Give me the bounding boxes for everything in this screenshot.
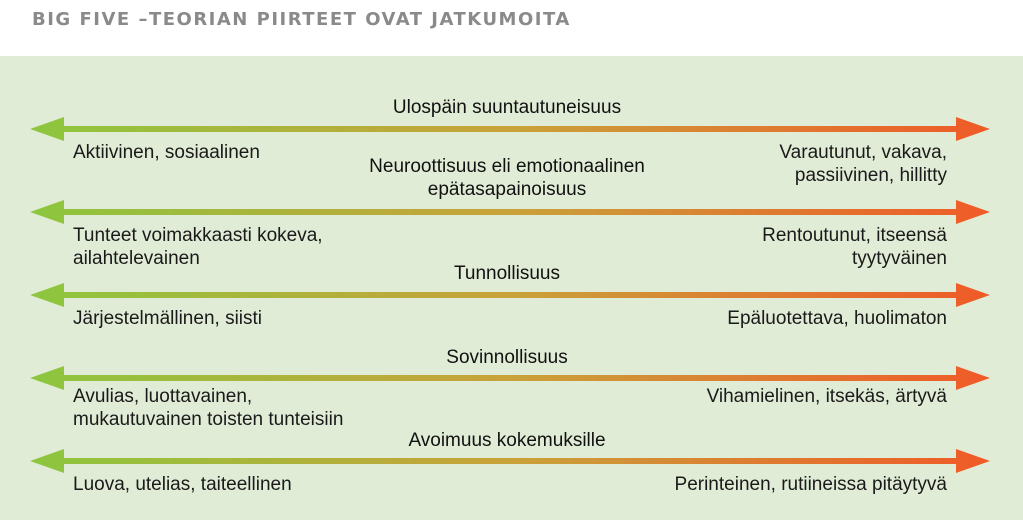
right-pole-line: Vihamielinen, itsekäs, ärtyvä bbox=[706, 386, 947, 407]
right-pole-line: Varautunut, vakava, bbox=[779, 142, 947, 163]
left-pole-1: Aktiivinen, sosiaalinen bbox=[73, 141, 260, 164]
header-bar: BIG FIVE –TEORIAN PIIRTEET OVAT JATKUMOI… bbox=[0, 0, 1023, 56]
right-pole-4: Vihamielinen, itsekäs, ärtyvä bbox=[707, 385, 947, 408]
right-pole-line: passiivinen, hillitty bbox=[794, 165, 947, 186]
trait-title-line: epätasapainoisuus bbox=[427, 179, 587, 200]
trait-title-line: Avoimuus kokemuksille bbox=[408, 430, 606, 451]
trait-title-5: Avoimuus kokemuksille bbox=[300, 429, 714, 452]
trait-title-line: Tunnollisuus bbox=[454, 263, 560, 284]
left-pole-2: Tunteet voimakkaasti kokeva, ailahtelevai… bbox=[73, 224, 323, 270]
right-pole-1: Varautunut, vakava, passiivinen, hillitty bbox=[779, 141, 947, 187]
right-pole-line: tyytyväinen bbox=[851, 248, 947, 269]
left-pole-line: mukautuvainen toisten tunteisiin bbox=[73, 409, 344, 430]
right-pole-5: Perinteinen, rutiineissa pitäytyvä bbox=[675, 473, 947, 496]
left-pole-5: Luova, utelias, taiteellinen bbox=[73, 473, 292, 496]
trait-title-1: Ulospäin suuntautuneisuus bbox=[300, 96, 714, 119]
left-pole-line: Järjestelmällinen, siisti bbox=[73, 308, 263, 329]
right-pole-line: Epäluotettava, huolimaton bbox=[727, 308, 947, 329]
double-arrow-3 bbox=[30, 283, 990, 307]
trait-title-3: Tunnollisuus bbox=[300, 262, 714, 285]
diagram-panel bbox=[0, 56, 1023, 520]
right-pole-2: Rentoutunut, itseensä tyytyväinen bbox=[762, 224, 947, 270]
left-pole-line: Luova, utelias, taiteellinen bbox=[73, 474, 292, 495]
right-pole-3: Epäluotettava, huolimaton bbox=[727, 307, 947, 330]
trait-title-2: Neuroottisuus eli emotionaalinen epätasap… bbox=[300, 155, 714, 201]
double-arrow-5 bbox=[30, 449, 990, 473]
left-pole-line: ailahtelevainen bbox=[73, 248, 200, 269]
trait-title-line: Sovinnollisuus bbox=[446, 347, 568, 368]
double-arrow-2 bbox=[30, 200, 990, 224]
right-pole-line: Rentoutunut, itseensä bbox=[762, 225, 947, 246]
left-pole-line: Aktiivinen, sosiaalinen bbox=[73, 142, 260, 163]
page-title: BIG FIVE –TEORIAN PIIRTEET OVAT JATKUMOI… bbox=[32, 9, 571, 30]
left-pole-4: Avulias, luottavainen, mukautuvainen tois… bbox=[73, 385, 343, 431]
right-pole-line: Perinteinen, rutiineissa pitäytyvä bbox=[674, 474, 947, 495]
left-pole-line: Avulias, luottavainen, bbox=[73, 386, 253, 407]
double-arrow-4 bbox=[30, 366, 990, 390]
left-pole-line: Tunteet voimakkaasti kokeva, bbox=[73, 225, 323, 246]
double-arrow-1 bbox=[30, 117, 990, 141]
trait-title-4: Sovinnollisuus bbox=[300, 346, 714, 369]
trait-title-line: Neuroottisuus eli emotionaalinen bbox=[369, 156, 645, 177]
trait-title-line: Ulospäin suuntautuneisuus bbox=[392, 97, 622, 118]
left-pole-3: Järjestelmällinen, siisti bbox=[73, 307, 262, 330]
